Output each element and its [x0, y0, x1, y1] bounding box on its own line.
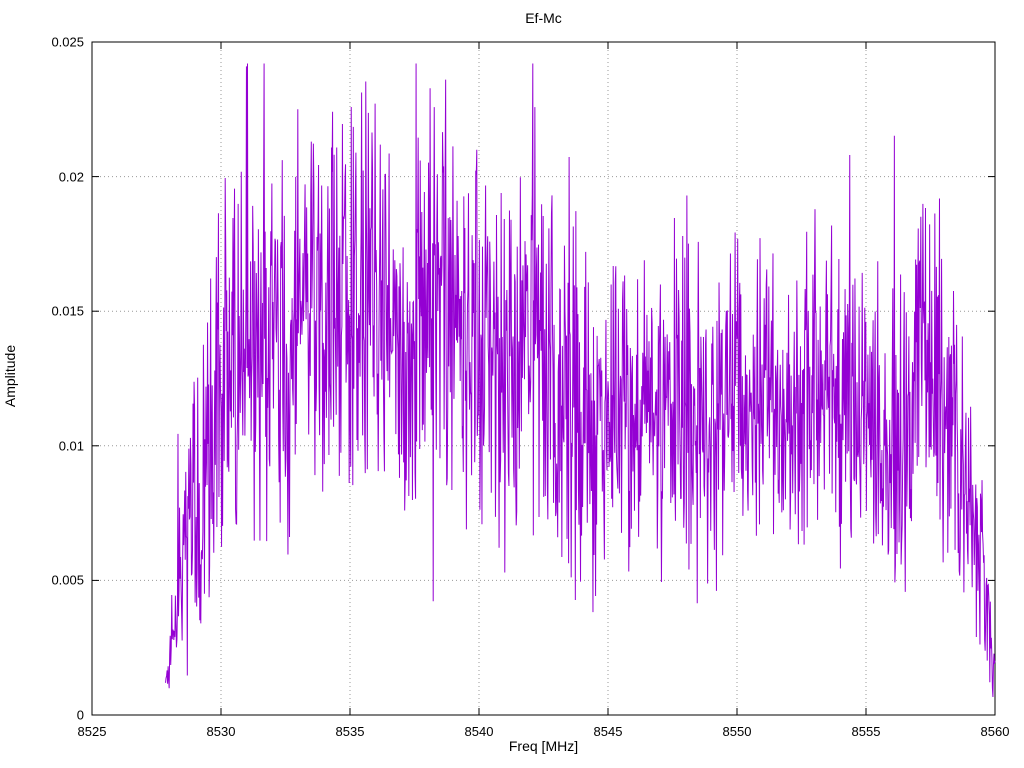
x-tick-label: 8545 — [593, 724, 623, 739]
x-axis-label: Freq [MHz] — [508, 738, 579, 754]
chart-title: Ef-Mc — [525, 10, 562, 26]
x-tick-label: 8535 — [335, 724, 365, 739]
x-tick-label: 8540 — [464, 724, 494, 739]
y-tick-label: 0.01 — [58, 438, 84, 454]
y-axis-label: Amplitude — [2, 344, 18, 408]
y-tick-label: 0.005 — [51, 572, 84, 588]
x-tick-label: 8530 — [206, 724, 236, 739]
x-tick-label: 8555 — [851, 724, 881, 739]
x-tick-label: 8560 — [980, 724, 1010, 739]
signal-trace — [165, 63, 996, 697]
axis-frame — [91, 41, 996, 716]
y-tick-label: 0 — [76, 707, 84, 723]
y-tick-label: 0.025 — [51, 34, 84, 50]
x-tick-label: 8550 — [722, 724, 752, 739]
x-tick-label: 8525 — [77, 724, 107, 739]
y-tick-label: 0.015 — [51, 303, 84, 319]
y-tick-label: 0.02 — [58, 169, 84, 185]
